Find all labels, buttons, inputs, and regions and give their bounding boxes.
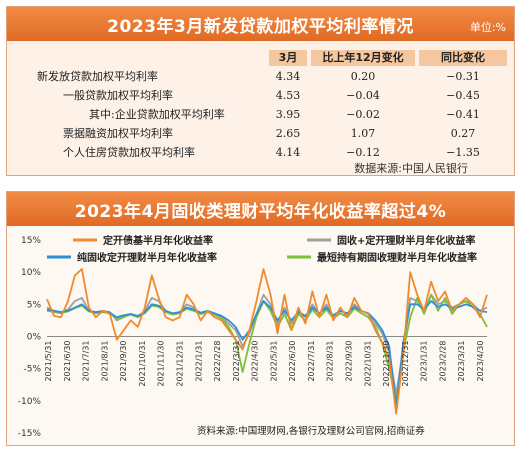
x-tick-label: 2022/10/31 — [363, 341, 372, 387]
legend-label: 固收+定开理财半月年化收益率 — [337, 234, 475, 247]
cell-value: 0.27 — [450, 127, 476, 140]
series-line-1 — [46, 293, 488, 396]
x-tick-label: 2021/6/30 — [63, 341, 72, 382]
x-tick-label: 2022/8/31 — [326, 341, 335, 382]
x-tick-label: 2022/9/30 — [345, 341, 354, 382]
row-label-general-loans: 一般贷款加权平均利率 — [63, 89, 173, 102]
x-tick-label: 2022/3/31 — [232, 341, 241, 382]
x-tick-label: 2022/4/30 — [251, 341, 260, 382]
cell-value: 1.07 — [350, 127, 376, 140]
cell-value: −0.45 — [446, 89, 480, 102]
row-label-new-loans: 新发放贷款加权平均利率 — [37, 70, 158, 83]
x-tick-label: 2023/4/30 — [476, 341, 485, 382]
x-tick-label: 2022/1/31 — [194, 341, 203, 382]
cell-value: −0.31 — [446, 70, 480, 83]
x-tick-label: 2022/2/28 — [213, 341, 222, 382]
cell-value: −0.41 — [446, 108, 480, 121]
cell-value: 0.20 — [350, 70, 376, 83]
yield-chart-panel: 2023年4月固收类理财平均年化收益率超过4% 定开债基半月年化收益率 固收+定… — [6, 191, 515, 446]
cell-value: 4.14 — [275, 146, 301, 159]
x-tick-label: 2021/5/31 — [44, 341, 53, 382]
cell-value: −1.35 — [446, 146, 480, 159]
x-tick-label: 2021/12/31 — [175, 341, 184, 387]
y-tick-label: -5% — [23, 365, 41, 375]
legend-label: 纯固收定开理财半月年化收益率 — [77, 251, 217, 264]
series-line-0 — [46, 268, 488, 415]
x-tick-label: 2021/7/31 — [82, 341, 91, 382]
cell-value: 3.95 — [275, 108, 301, 121]
y-tick-label: 5% — [27, 300, 42, 310]
cell-value: 2.65 — [275, 127, 301, 140]
x-tick-label: 2021/9/30 — [119, 341, 128, 382]
row-label-enterprise-loans: 其中:企业贷款加权平均利率 — [89, 108, 225, 121]
x-tick-label: 2022/12/31 — [401, 341, 410, 387]
loan-rate-table-panel: 2023年3月新发贷款加权平均利率情况 单位:% 3月 比上年12月变化 同比变… — [6, 6, 515, 176]
y-tick-label: -10% — [18, 397, 42, 407]
legend-label: 最短持有期固收理财半月年化收益率 — [317, 251, 477, 264]
cell-value: 4.53 — [275, 89, 301, 102]
chart-title-bar: 2023年4月固收类理财平均年化收益率超过4% — [7, 192, 514, 226]
x-tick-label: 2023/1/31 — [420, 341, 429, 382]
x-tick-label: 2021/11/30 — [157, 341, 166, 387]
row-label-bill-financing: 票据融资加权平均利率 — [63, 127, 173, 140]
legend-label: 定开债基半月年化收益率 — [103, 234, 213, 247]
chart-title: 2023年4月固收类理财平均年化收益率超过4% — [74, 202, 447, 222]
x-tick-label: 2022/7/31 — [307, 341, 316, 382]
table-source: 数据来源:中国人民银行 — [354, 162, 468, 175]
cell-value: −0.04 — [346, 89, 380, 102]
cell-value: −0.12 — [346, 146, 380, 159]
y-tick-label: -15% — [18, 429, 42, 439]
col-header-yoy: 同比变化 — [419, 50, 507, 66]
x-tick-label: 2022/6/30 — [288, 341, 297, 382]
chart-source: 资料来源:中国理财网,各银行及理财公司官网,招商证券 — [197, 425, 425, 437]
series-line-2 — [46, 300, 488, 409]
col-header-vs-december: 比上年12月变化 — [311, 50, 415, 66]
x-tick-label: 2021/10/31 — [138, 341, 147, 387]
col-header-march: 3月 — [269, 50, 307, 66]
table-title: 2023年3月新发贷款加权平均利率情况 — [107, 17, 414, 37]
y-tick-label: 0% — [27, 333, 42, 343]
table-title-bar: 2023年3月新发贷款加权平均利率情况 单位:% — [7, 7, 514, 41]
x-tick-label: 2022/5/31 — [269, 341, 278, 382]
y-tick-label: 10% — [21, 268, 41, 278]
cell-value: 4.34 — [275, 70, 301, 83]
x-tick-label: 2023/2/28 — [438, 341, 447, 382]
series-line-3 — [46, 293, 488, 402]
table-unit: 单位:% — [469, 21, 506, 34]
cell-value: −0.02 — [346, 108, 380, 121]
row-label-mortgage: 个人住房贷款加权平均利率 — [63, 146, 195, 159]
x-tick-label: 2021/8/31 — [100, 341, 109, 382]
y-tick-label: 15% — [21, 236, 41, 246]
yield-line-chart: 定开债基半月年化收益率 固收+定开理财半月年化收益率 纯固收定开理财半月年化收益… — [18, 234, 488, 439]
x-tick-label: 2022/11/30 — [382, 341, 391, 387]
x-tick-label: 2023/3/31 — [457, 341, 466, 382]
